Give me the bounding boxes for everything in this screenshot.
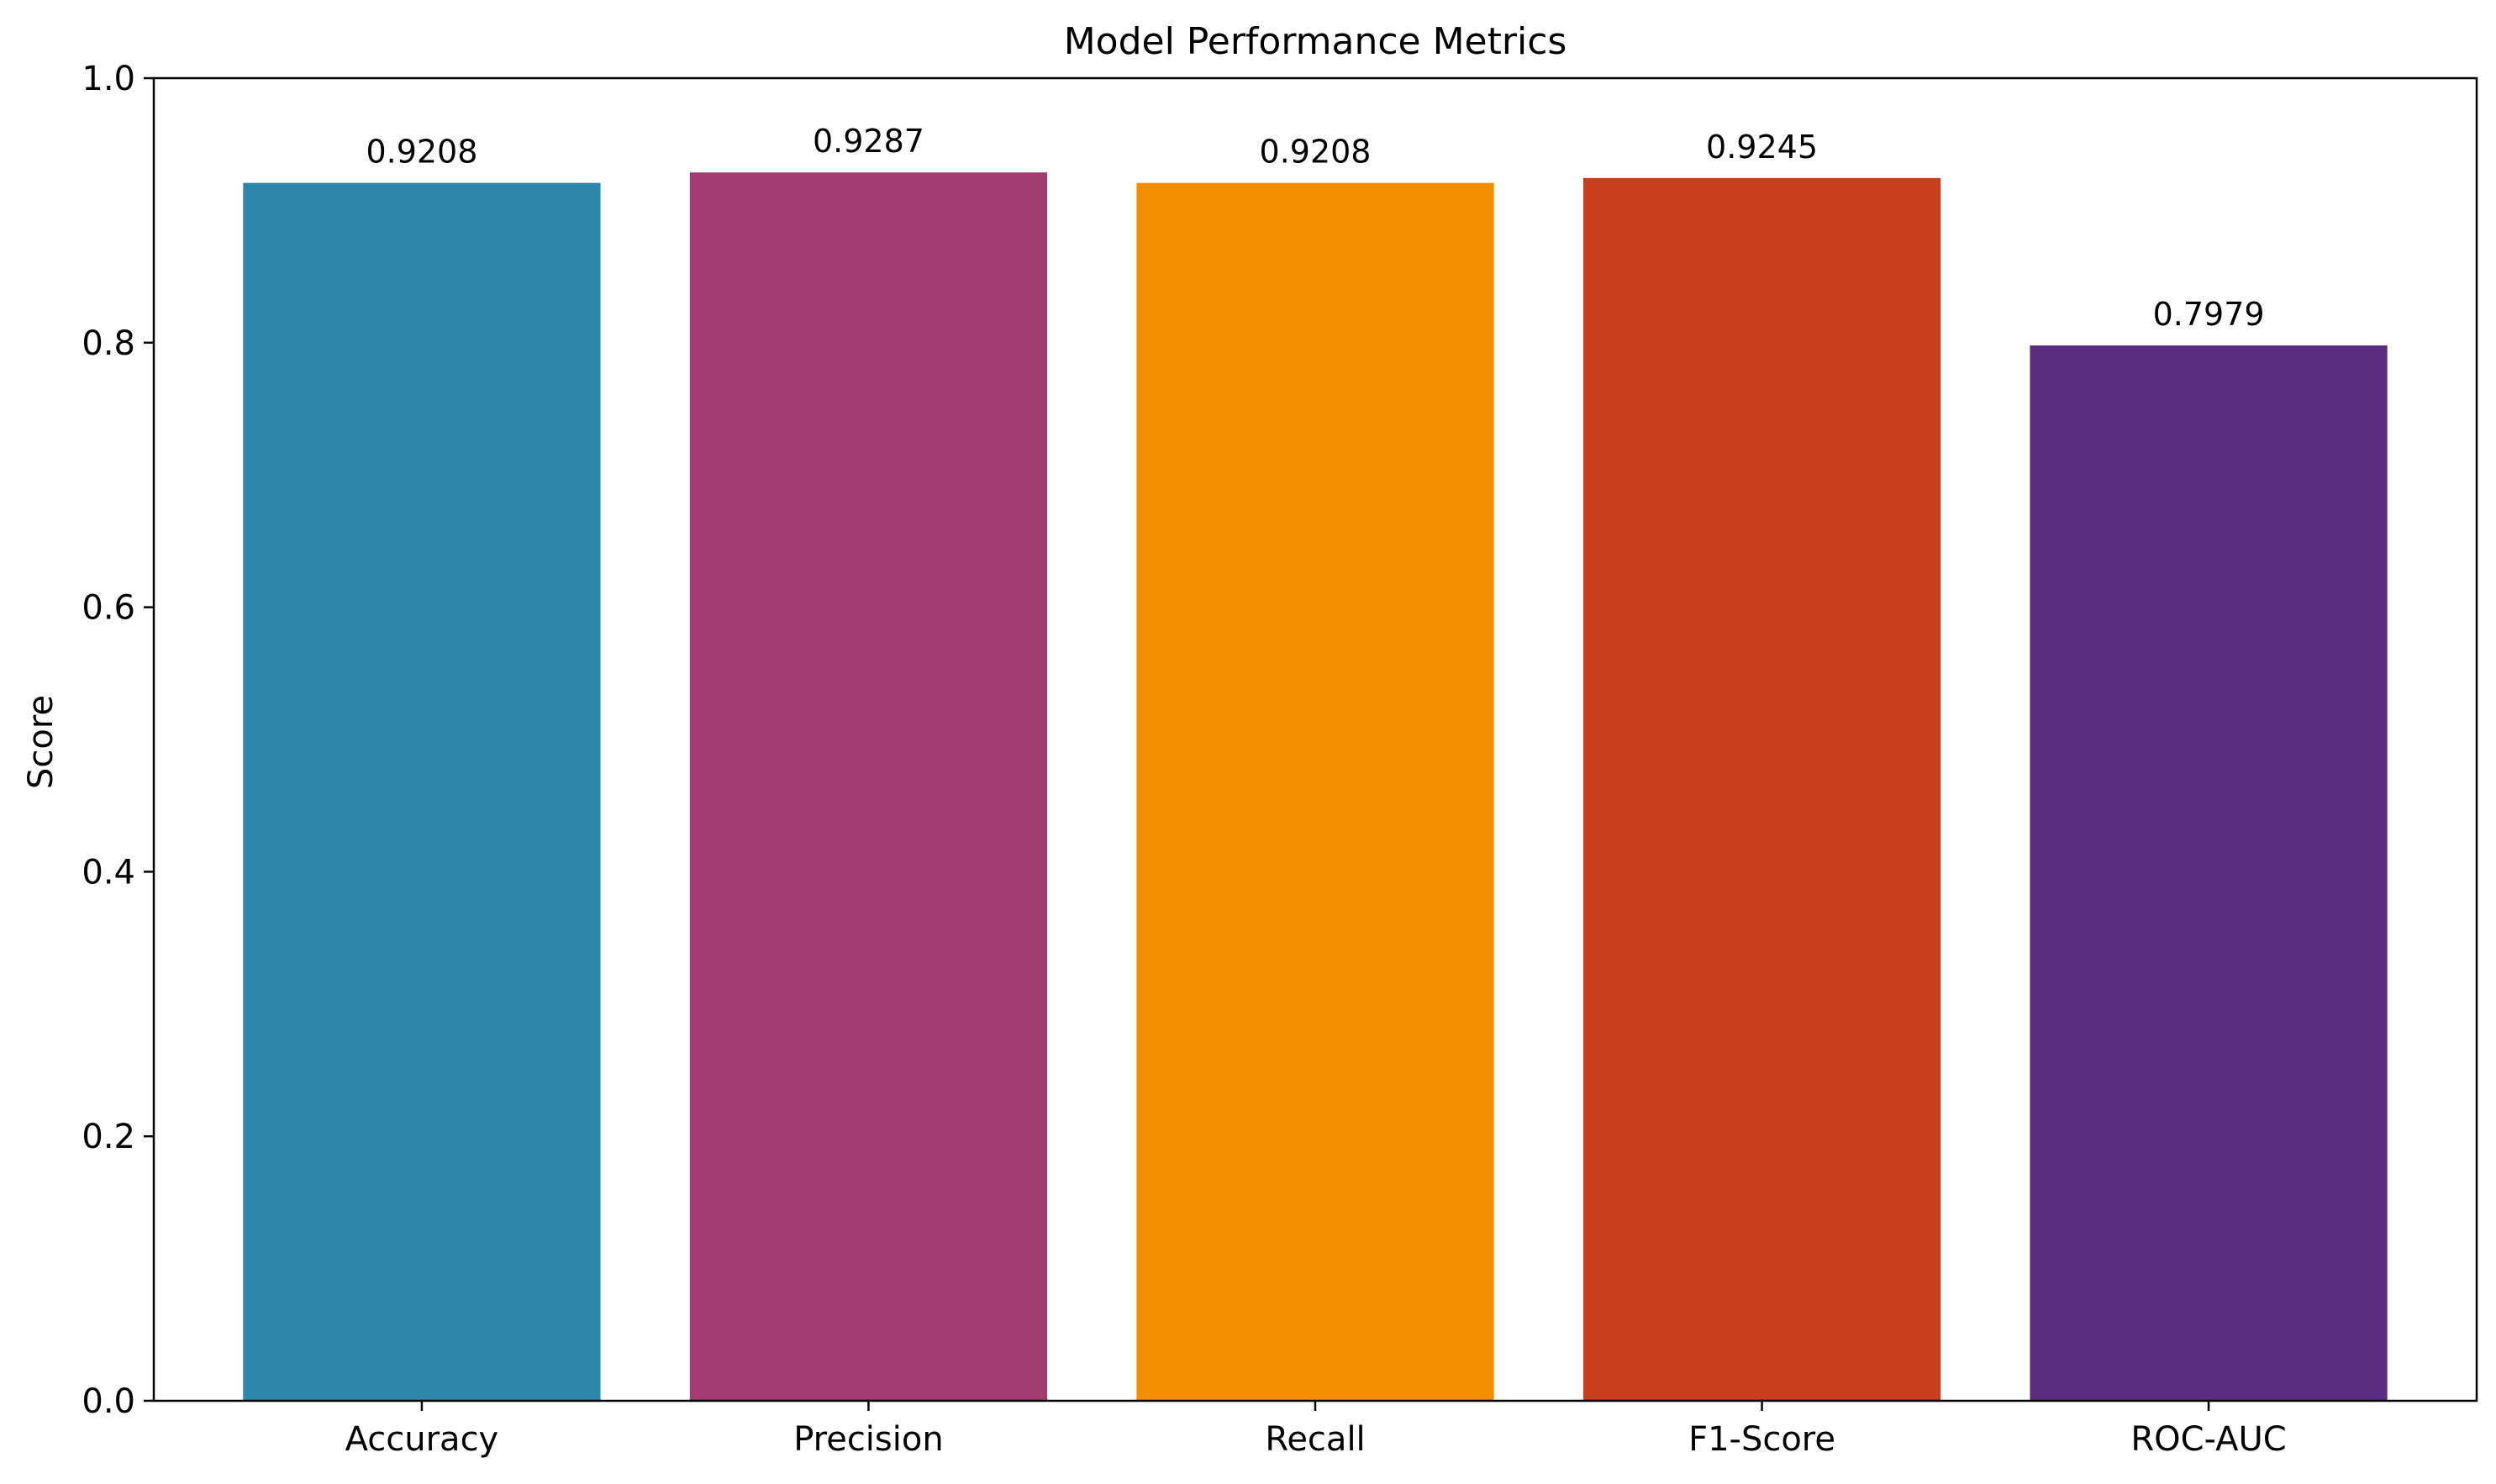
value-label-accuracy: 0.9208: [366, 134, 477, 171]
x-tick-label-precision: Precision: [793, 1420, 943, 1459]
bars-layer: [243, 172, 2388, 1402]
value-label-roc-auc: 0.7979: [2153, 296, 2265, 333]
bar-accuracy: [243, 182, 601, 1402]
bar-roc-auc: [2030, 345, 2388, 1401]
x-tick-label-f1-score: F1-Score: [1688, 1420, 1835, 1459]
value-labels-layer: 0.9208 0.9287 0.9208 0.9245 0.7979: [366, 123, 2264, 333]
value-label-f1-score: 0.9245: [1706, 129, 1818, 166]
y-axis-label: Score: [22, 695, 61, 789]
y-axis-ticks: 0.0 0.2 0.4 0.6 0.8 1.0: [82, 60, 154, 1421]
bar-precision: [689, 172, 1048, 1401]
bar-recall: [1136, 182, 1494, 1402]
plot-area-frame: [152, 76, 2478, 1402]
x-tick-label-roc-auc: ROC-AUC: [2130, 1420, 2286, 1459]
x-tick-label-recall: Recall: [1265, 1420, 1365, 1459]
x-tick-label-accuracy: Accuracy: [345, 1420, 499, 1459]
y-tick-label: 0.8: [82, 324, 135, 363]
x-axis-ticks: Accuracy Precision Recall F1-Score ROC-AUC: [345, 1401, 2287, 1459]
y-tick-label: 0.2: [82, 1118, 135, 1156]
y-tick-label: 1.0: [82, 60, 135, 98]
value-label-recall: 0.9208: [1260, 134, 1372, 171]
y-tick-label: 0.4: [82, 853, 135, 892]
bar-f1-score: [1582, 177, 1941, 1401]
value-label-precision: 0.9287: [813, 123, 924, 160]
y-tick-label: 0.0: [82, 1382, 135, 1421]
chart-title: Model Performance Metrics: [1064, 20, 1567, 63]
y-tick-label: 0.6: [82, 589, 135, 628]
